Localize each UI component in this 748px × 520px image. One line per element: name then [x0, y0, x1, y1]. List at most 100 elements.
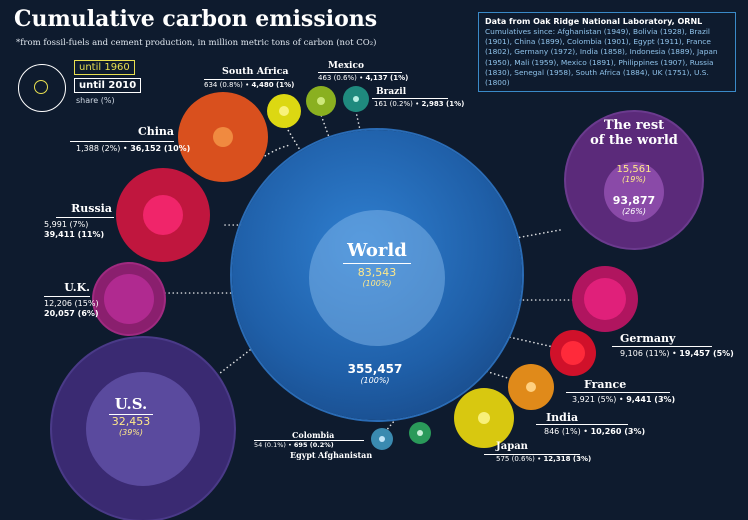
colombia-name: Colombia — [292, 430, 335, 440]
afghanistan-label: Afghanistan — [318, 450, 372, 460]
south-africa-1960: 634 (0.8%) — [204, 81, 243, 89]
brazil-1960: 161 (0.2%) — [374, 100, 413, 108]
us-label: U.S. 32,453 (39%) — [86, 394, 176, 437]
rest-1960-circle — [604, 162, 664, 222]
rest-name-2: of the world — [590, 133, 678, 148]
us-1960-value: 32,453 — [111, 415, 151, 428]
uk-label: U.K. — [44, 281, 90, 294]
egypt-label: Egypt — [290, 450, 316, 460]
world-2010-value: 355,457 — [347, 362, 403, 376]
afghanistan-name: Afghanistan — [318, 450, 373, 460]
mexico-label: Mexico — [328, 61, 364, 71]
mexico-name: Mexico — [328, 61, 364, 71]
rest-name-1: The rest — [603, 118, 665, 133]
china-2010: 36,152 (10%) — [130, 144, 191, 153]
colombia-values: 54 (0.1%) • 695 (0.2%) — [254, 441, 334, 449]
germany-2010: 19,457 (5%) — [679, 349, 734, 358]
uk-name: U.K. — [64, 281, 90, 294]
india-label: India — [546, 411, 578, 424]
brazil-values: 161 (0.2%) • 2,983 (1%) — [374, 100, 465, 108]
subtitle: *from fossil-fuels and cement production… — [16, 38, 377, 48]
afghanistan-1960-circle — [417, 430, 423, 436]
egypt-name: Egypt — [290, 450, 316, 460]
china-values: 1,388 (2%) • 36,152 (10%) — [76, 144, 191, 153]
france-values: 3,921 (5%) • 9,441 (3%) — [572, 395, 676, 404]
south-africa-rule — [204, 79, 284, 80]
japan-1960: 575 (0.6%) — [496, 455, 535, 463]
uk-1960: 12,206 (15%) — [44, 299, 99, 308]
russia-values: 5,991 (7%) 39,411 (11%) — [44, 220, 104, 240]
south-africa-1960-circle — [279, 106, 289, 116]
japan-values: 575 (0.6%) • 12,318 (3%) — [496, 455, 592, 463]
brazil-label: Brazil — [376, 87, 406, 97]
russia-rule — [56, 217, 114, 218]
world-circle — [232, 130, 522, 420]
legend-share: share (%) — [76, 96, 115, 105]
china-1960: 1,388 (2%) — [76, 144, 121, 153]
india-1960: 846 (1%) — [544, 427, 581, 436]
brazil-name: Brazil — [376, 87, 407, 97]
south-africa-name: South Africa — [222, 66, 289, 77]
colombia-label: Colombia — [292, 430, 334, 440]
south-africa-label: South Africa — [222, 66, 289, 77]
uk-values: 12,206 (15%) 20,057 (6%) — [44, 299, 99, 319]
india-values: 846 (1%) • 10,260 (3%) — [544, 427, 646, 436]
source-heading: Data from Oak Ridge National Laboratory,… — [485, 17, 703, 26]
rest-2010-value: 93,877 — [612, 194, 656, 207]
china-rule — [70, 141, 174, 142]
france-1960-circle — [561, 341, 585, 365]
germany-rule — [612, 346, 712, 347]
japan-rule — [484, 454, 580, 455]
japan-label: Japan — [496, 441, 528, 452]
china-name: China — [137, 125, 174, 138]
legend-inner-circle — [34, 80, 48, 94]
world-1960-circle — [309, 210, 445, 346]
india-1960-circle — [526, 382, 536, 392]
france-rule — [566, 392, 670, 393]
page-title: Cumulative carbon emissions — [14, 6, 378, 32]
france-label: France — [584, 378, 626, 391]
france-2010: 9,441 (3%) — [626, 395, 676, 404]
india-name: India — [546, 411, 579, 424]
world-1960-value: 83,543 — [357, 266, 397, 279]
russia-1960-circle — [143, 195, 183, 235]
brazil-2010: 2,983 (1%) — [421, 100, 465, 108]
colombia-rule — [254, 440, 364, 441]
russia-label: Russia — [44, 202, 112, 215]
brazil-rule — [372, 98, 448, 99]
germany-1960: 9,106 (11%) — [620, 349, 670, 358]
world-2010-share: (100%) — [360, 376, 390, 385]
source-box: Data from Oak Ridge National Laboratory,… — [478, 12, 736, 92]
colombia-1960-circle — [379, 436, 385, 442]
world-1960-share: (100%) — [362, 279, 392, 288]
russia-2010: 39,411 (11%) — [44, 230, 105, 239]
legend-outer-circle — [18, 64, 66, 112]
south-africa-2010: 4,480 (1%) — [251, 81, 295, 89]
japan-1960-circle — [478, 412, 490, 424]
mexico-1960: 463 (0.6%) — [318, 74, 357, 82]
germany-name: Germany — [620, 332, 676, 345]
uk-2010: 20,057 (6%) — [44, 309, 99, 318]
china-label: China — [78, 125, 174, 138]
rest-label: The rest of the world 15,561 (19%) 93,87… — [566, 118, 702, 216]
japan-2010: 12,318 (3%) — [543, 455, 592, 463]
japan-name: Japan — [496, 441, 528, 452]
germany-values: 9,106 (11%) • 19,457 (5%) — [620, 349, 734, 358]
germany-label: Germany — [620, 332, 675, 345]
us-name: U.S. — [108, 395, 154, 415]
russia-name: Russia — [71, 202, 112, 215]
india-2010: 10,260 (3%) — [590, 427, 646, 436]
colombia-2010: 695 (0.2%) — [293, 441, 334, 449]
rest-1960-value: 15,561 — [616, 164, 652, 175]
mexico-2010: 4,137 (1%) — [365, 74, 409, 82]
china-1960-circle — [213, 127, 233, 147]
south-africa-values: 634 (0.8%) • 4,480 (1%) — [204, 81, 295, 89]
legend-until-1960: until 1960 — [74, 60, 135, 75]
india-rule — [536, 424, 628, 425]
mexico-values: 463 (0.6%) • 4,137 (1%) — [318, 74, 409, 82]
rest-2010-share: (26%) — [621, 207, 647, 216]
world-name: World — [343, 240, 411, 264]
legend-until-2010: until 2010 — [74, 78, 142, 93]
world-2010: 355,457 (100%) — [330, 362, 420, 385]
mexico-1960-circle — [317, 97, 325, 105]
